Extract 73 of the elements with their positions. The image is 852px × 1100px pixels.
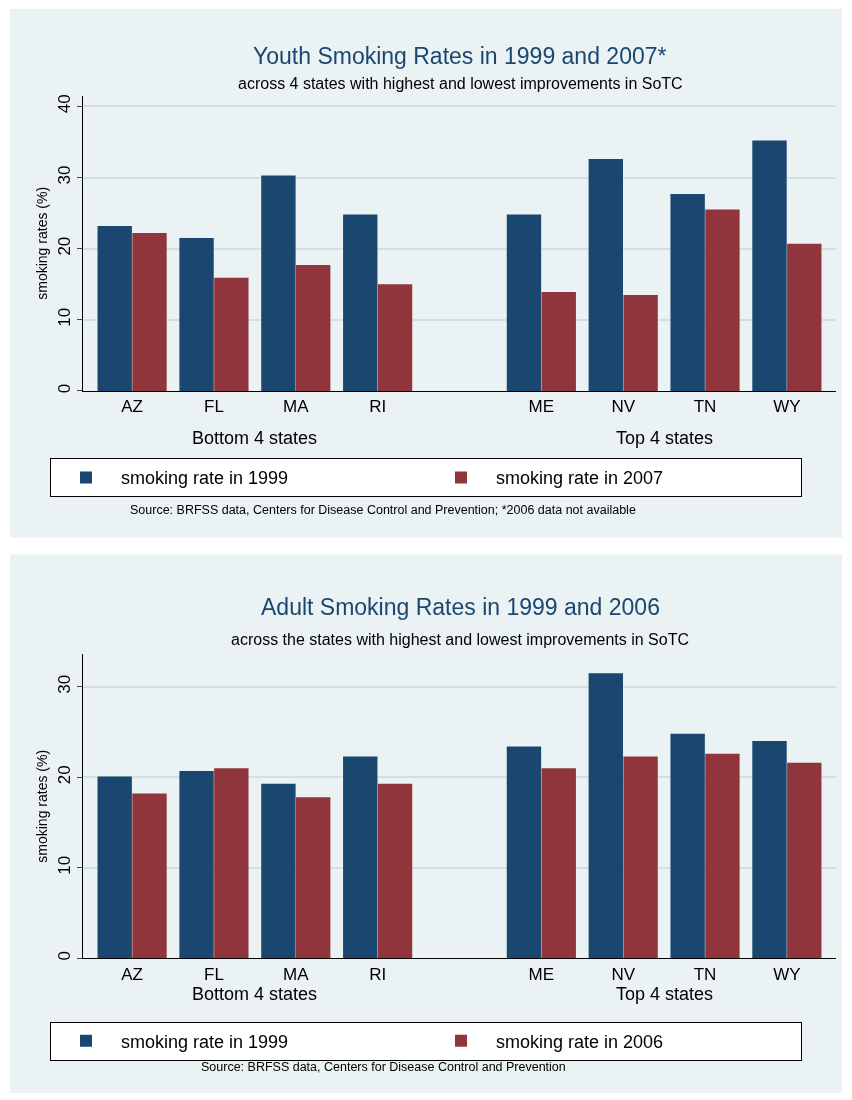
bar [296,265,331,391]
y-tick-label: 30 [55,165,75,185]
bar [787,243,822,391]
x-tick-label: FL [204,397,224,417]
bar [588,159,623,391]
text: Bottom 4 states [192,984,318,1004]
bar [377,284,413,391]
bar [377,783,413,959]
chart-title: Youth Smoking Rates in 1999 and 2007* [253,43,667,69]
bar [343,756,378,959]
x-tick-label: ME [528,397,555,417]
bar [132,793,167,959]
y-tick-label: 0 [55,383,75,394]
bar [296,797,331,959]
bar [541,768,576,959]
bar [752,741,787,959]
x-tick-label: ME [528,964,555,984]
source-note: Source: BRFSS data, Centers for Disease Control and Prevention [201,1060,566,1074]
bar [670,733,705,959]
source-note: Source: BRFSS data, Centers for Disease Control and Prevention; *2006 data not available [130,503,636,517]
bar [261,783,296,959]
bar [261,175,296,391]
x-tick-label: AZ [121,964,143,984]
bar [506,214,542,391]
x-tick-label: TN [693,964,717,984]
x-tick-label: WY [773,964,801,984]
y-tick-label: 10 [55,307,75,327]
x-tick-label: RI [369,397,387,417]
y-tick-label: 10 [55,855,75,875]
bar [588,673,623,959]
x-tick-label: MA [283,964,310,984]
text: Bottom 4 states [192,428,318,448]
bar [506,746,542,959]
bar [179,238,214,391]
bar [623,756,658,959]
chart-subtitle: across 4 states with highest and lowest improvements in SoTC [238,75,683,92]
x-tick-label: RI [369,964,387,984]
legend-label: smoking rate in 2007 [496,468,664,489]
x-tick-label: FL [204,964,224,984]
bar [752,140,787,391]
bar [97,225,132,391]
bar [787,762,822,959]
bar [214,277,249,391]
y-tick-label: 20 [55,765,75,785]
bar [132,233,167,391]
bar [705,753,740,959]
legend-label: smoking rate in 1999 [121,468,289,489]
y-tick-label: 0 [55,951,75,961]
x-tick-label: WY [773,397,801,417]
bar [97,776,132,959]
x-tick-label: MA [283,397,310,417]
y-tick-label: 20 [55,236,75,256]
text: Top 4 states [616,428,714,448]
y-tick-label: 40 [55,94,75,114]
bar [623,294,658,391]
legend-label: smoking rate in 1999 [121,1031,289,1052]
y-axis-title: smoking rates (%) [33,749,50,863]
y-axis-title: smoking rates (%) [33,186,50,300]
x-tick-label: AZ [121,397,143,417]
y-tick-label: 30 [55,674,75,694]
chart-subtitle: across the states with highest and lowest improvements in SoTC [231,631,689,648]
bar [179,770,214,959]
x-tick-label: NV [611,397,636,417]
bar [343,214,378,391]
x-tick-label: NV [611,964,636,984]
bar [705,209,740,391]
text: Top 4 states [616,984,714,1004]
bar [670,193,705,391]
x-tick-label: TN [693,397,717,417]
bar [541,292,576,391]
bar [214,768,249,959]
legend-label: smoking rate in 2006 [496,1031,664,1052]
chart-title: Adult Smoking Rates in 1999 and 2006 [261,594,660,620]
